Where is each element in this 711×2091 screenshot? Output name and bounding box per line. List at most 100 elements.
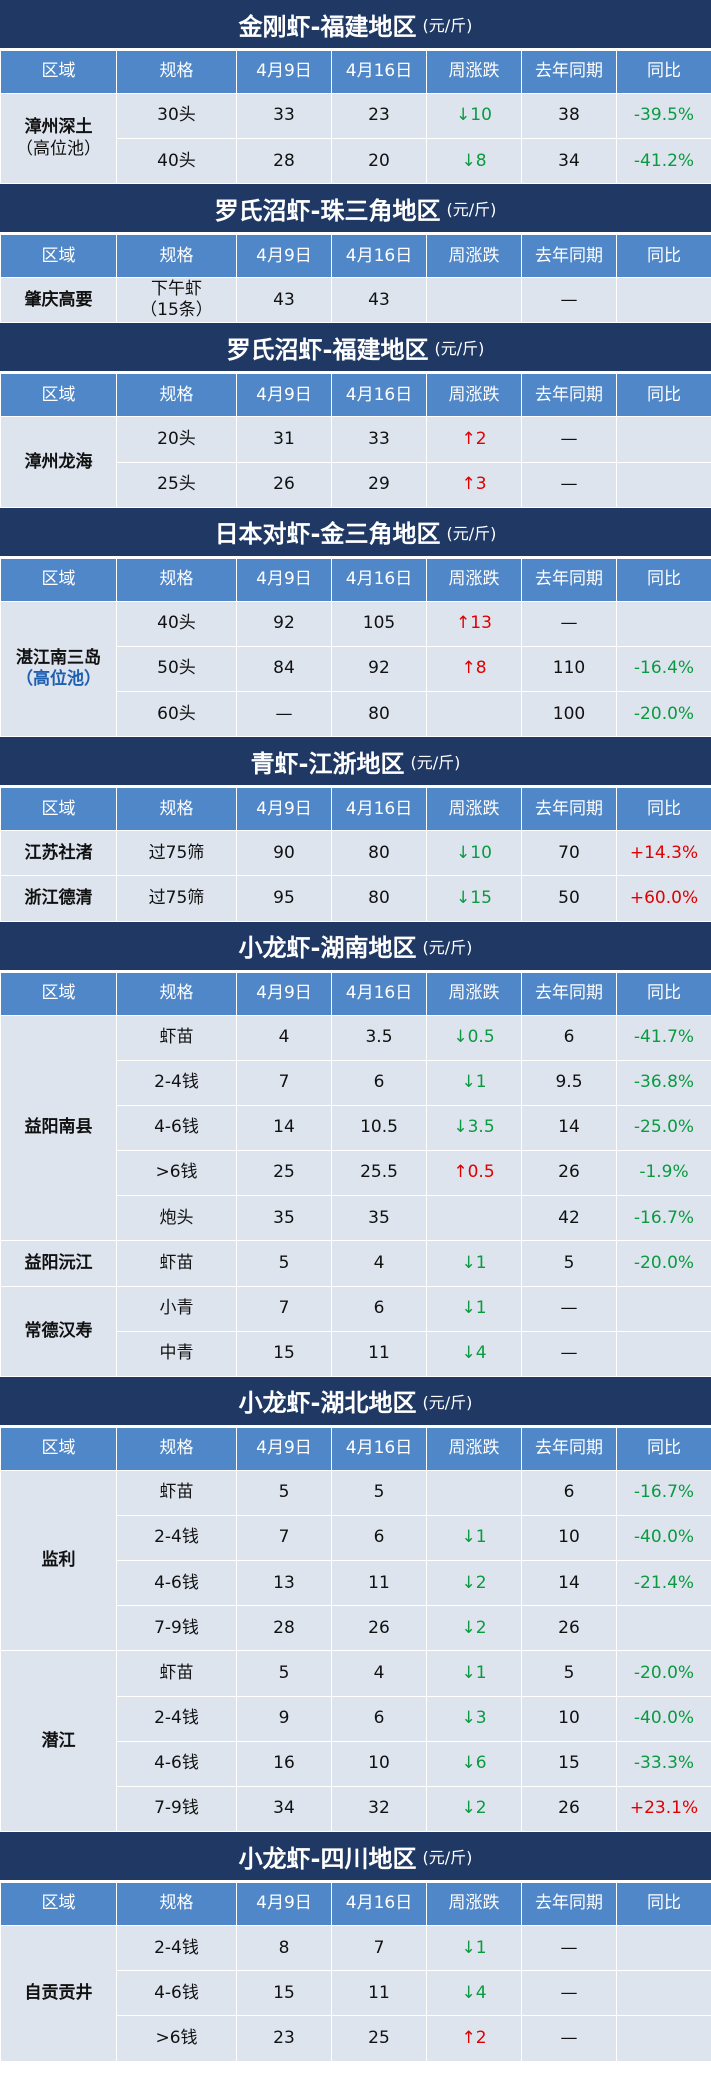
cell: — [521,416,617,463]
cell [426,1469,522,1516]
header-cell: 周涨跌 [426,787,522,832]
header-cell: 4月16日 [331,971,427,1016]
cell: — [521,461,617,508]
data-row: 7-9钱 34 32 ↓2 26 +23.1% [1,1785,711,1833]
cell: -25.0% [616,1104,711,1152]
cell: 50头 [116,645,237,693]
cell: 16 [236,1740,332,1787]
cell: 4 [236,1014,332,1061]
data-row: 常德汉寿 小青 7 6 ↓1— [0,1285,711,1377]
cell: 4-6钱 [116,1740,237,1787]
header-cell: 4月16日 [331,557,427,602]
region-name: 益阳南县 [24,1117,93,1138]
data-row: 炮头 35 35 42 -16.7% [1,1195,711,1242]
header-cell: 去年同期 [521,50,617,94]
section-title: 罗氏沼虾-珠三角地区 (元/斤) [0,184,711,235]
cell: 小青 [116,1285,237,1332]
header-cell: 规格 [116,557,237,602]
region-name: 常德汉寿 [24,1320,93,1341]
data-row: 潜江 虾苗 5 4 ↓1 5 -20.0% [0,1650,711,1833]
header-cell: 规格 [116,1426,237,1471]
cell: 9.5 [521,1059,617,1106]
data-row: 4-6钱 16 10 ↓6 15 -33.3% [1,1740,711,1787]
header-cell: 4月9日 [236,373,332,418]
cell: — [236,691,332,738]
data-row: 自贡贡井 2-4钱 8 7 ↓1— [0,1925,711,2062]
cell: -1.9% [616,1150,711,1197]
cell: 14 [236,1104,332,1152]
cell: 5 [236,1650,332,1697]
price-table: 区域 规格 4月9日 4月16日 周涨跌 去年同期 同比 益阳南县 虾苗 4 3.5 ↓0.5 6 -41… [0,971,711,1377]
header-cell: 规格 [116,1882,237,1927]
title-unit: (元/斤) [422,937,473,957]
cell [426,1195,522,1242]
cell: -40.0% [616,1514,711,1562]
cell: 50 [521,875,617,922]
header-cell: 周涨跌 [426,1426,522,1471]
cell: 10.5 [331,1104,427,1152]
title-text: 小龙虾-湖南地区 [238,934,417,963]
section-title: 日本对虾-金三角地区 (元/斤) [0,507,711,558]
cell: 42 [521,1195,617,1242]
cell: 下午虾 （15条） [116,277,237,324]
cell: 15 [521,1740,617,1787]
header-cell: 4月16日 [331,50,427,94]
region-cell: 潜江 [0,1650,117,1833]
region-name: 漳州深土 [24,117,93,138]
cell: ↑13 [426,600,522,647]
cell: ↓8 [426,138,522,185]
header-cell: 4月16日 [331,234,427,279]
data-row: 漳州龙海 20头 31 33 ↑2— [0,416,711,508]
cell: — [521,277,617,324]
cell: 7 [236,1514,332,1562]
data-row: >6钱 25 25.5 ↑0.5 26 -1.9% [1,1150,711,1197]
header-cell: 4月9日 [236,234,332,279]
cell: 25头 [116,461,237,508]
cell: -20.0% [616,1240,711,1287]
cell: 34 [521,138,617,185]
data-row: 监利 虾苗 5 5 6 -16.7% [0,1469,711,1652]
header-row: 区域 规格 4月9日 4月16日 周涨跌 去年同期 同比 [0,557,711,602]
cell: 中青 [116,1330,237,1377]
region-cell: 湛江南三岛 （高位池） [0,600,117,738]
header-row: 区域 规格 4月9日 4月16日 周涨跌 去年同期 同比 [0,1426,711,1471]
data-row: 漳州深土 （高位池） 30头 33 23 ↓10 38 -39.5% [0,92,711,185]
cell: 6 [331,1059,427,1106]
cell: 80 [331,830,427,877]
cell: ↓10 [426,830,522,877]
cell: 43 [331,277,427,324]
cell: ↓15 [426,875,522,922]
cell: 33 [331,416,427,463]
cell [616,1970,711,2017]
cell: 14 [521,1560,617,1607]
cell: 40头 [116,138,237,185]
cell: -16.7% [616,1469,711,1516]
cell: ↓4 [426,1970,522,2017]
region-name: 浙江德清 [24,887,93,908]
region-note: （高位池） [16,669,101,690]
header-cell: 去年同期 [521,1882,617,1927]
price-table: 区域 规格 4月9日 4月16日 周涨跌 去年同期 同比 江苏社渚 过75筛 90 80 ↓10 70 +… [0,787,711,922]
header-cell: 去年同期 [521,787,617,832]
cell: -36.8% [616,1059,711,1106]
cell: -16.7% [616,1195,711,1242]
cell: ↓1 [426,1240,522,1287]
cell: 6 [521,1014,617,1061]
data-row: 4-6钱 15 11 ↓4— [1,1970,711,2017]
cell: 70 [521,830,617,877]
cell: 40头 [116,600,237,647]
cell: -21.4% [616,1560,711,1607]
section-title: 罗氏沼虾-福建地区 (元/斤) [0,323,711,374]
header-cell: 区域 [0,373,117,418]
header-cell: 区域 [0,234,117,279]
cell: 6 [521,1469,617,1516]
price-table: 区域 规格 4月9日 4月16日 周涨跌 去年同期 同比 监利 虾苗 5 5 6 -16.7% 2-4钱 7… [0,1426,711,1833]
cell [616,1605,711,1652]
header-cell: 4月9日 [236,1426,332,1471]
cell: 23 [236,2015,332,2062]
title-text: 小龙虾-湖北地区 [238,1389,417,1418]
cell: 35 [236,1195,332,1242]
region-cell: 自贡贡井 [0,1925,117,2062]
cell: ↓1 [426,1285,522,1332]
cell: ↑8 [426,645,522,693]
